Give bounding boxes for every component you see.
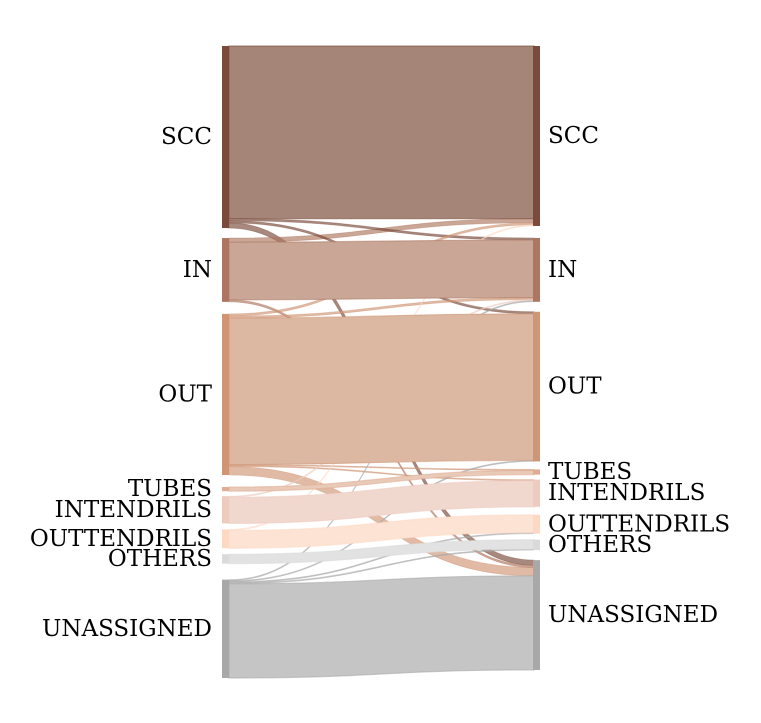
left-label-outtendrils: OUTTENDRILS xyxy=(30,526,212,552)
right-node-scc xyxy=(533,46,540,226)
left-node-tubes xyxy=(222,487,229,492)
right-label-tubes: TUBES xyxy=(548,459,632,485)
node-layer xyxy=(222,46,540,678)
right-node-out xyxy=(533,311,540,462)
flow-layer xyxy=(228,45,535,679)
right-node-in xyxy=(533,237,540,302)
flow-unassigned-to-unassigned xyxy=(228,575,535,679)
left-node-scc xyxy=(222,46,229,229)
left-node-outtendrils xyxy=(222,529,229,549)
flow-in-to-in xyxy=(228,239,535,301)
right-node-unassigned xyxy=(533,560,540,670)
flow-out-to-out xyxy=(228,313,535,466)
right-label-in: IN xyxy=(548,257,577,283)
left-label-intendrils: INTENDRILS xyxy=(55,497,212,523)
left-label-tubes: TUBES xyxy=(128,476,212,502)
flow-intendrils-to-intendrils xyxy=(228,480,535,524)
left-node-unassigned xyxy=(222,579,229,678)
right-label-intendrils: INTENDRILS xyxy=(548,480,705,506)
right-node-tubes xyxy=(533,469,540,475)
right-label-scc: SCC xyxy=(548,123,599,149)
flow-tubes-to-tubes xyxy=(228,469,535,492)
flow-unassigned-to-outtendrils xyxy=(228,532,535,584)
right-node-others xyxy=(533,539,540,551)
right-label-out: OUT xyxy=(548,374,602,400)
right-label-others: OTHERS xyxy=(548,532,652,558)
flow-scc-to-scc xyxy=(228,45,535,220)
left-label-scc: SCC xyxy=(161,124,212,150)
label-layer: SCCINOUTTUBESINTENDRILSOUTTENDRILSOTHERS… xyxy=(30,123,730,642)
right-label-unassigned: UNASSIGNED xyxy=(548,602,718,628)
left-node-in xyxy=(222,238,229,302)
right-node-intendrils xyxy=(533,479,540,507)
left-label-in: IN xyxy=(183,257,212,283)
left-node-others xyxy=(222,554,229,564)
left-label-others: OTHERS xyxy=(108,546,212,572)
right-node-outtendrils xyxy=(533,514,540,534)
left-node-intendrils xyxy=(222,496,229,524)
left-label-unassigned: UNASSIGNED xyxy=(42,616,212,642)
flow-unassigned-to-others xyxy=(228,548,535,585)
left-node-out xyxy=(222,313,229,476)
right-label-outtendrils: OUTTENDRILS xyxy=(548,511,730,537)
left-label-out: OUT xyxy=(158,381,212,407)
